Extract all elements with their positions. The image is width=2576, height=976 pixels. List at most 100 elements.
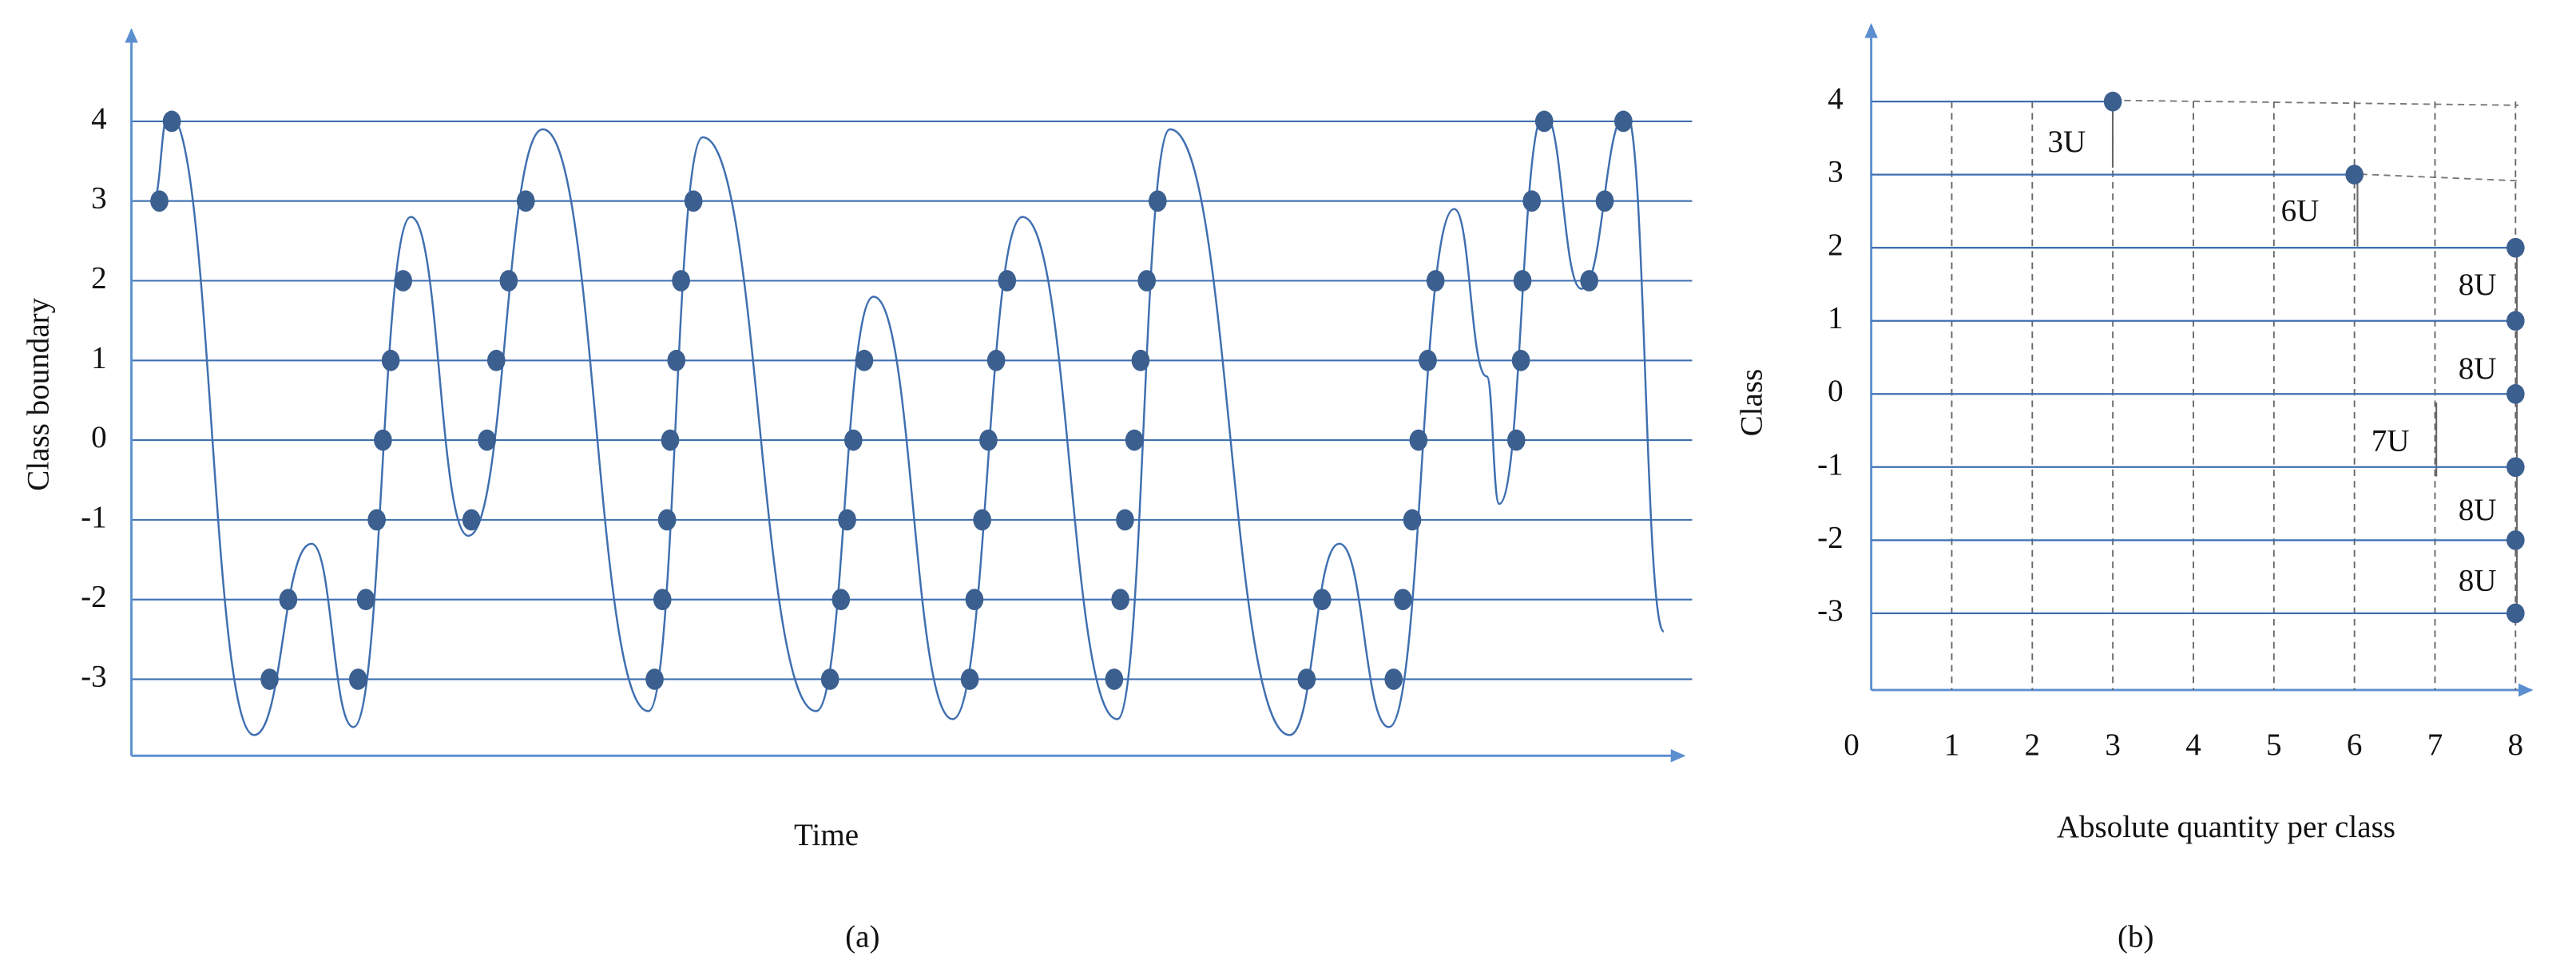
marker xyxy=(844,429,863,451)
y-tick-label: 3 xyxy=(1828,155,1844,189)
marker xyxy=(516,190,535,212)
y-tick-label: 4 xyxy=(1828,81,1844,116)
marker xyxy=(394,270,412,292)
x-axis-label: Absolute quantity per class xyxy=(2057,810,2395,844)
y-tick-label: 0 xyxy=(91,420,107,454)
panel-a: -3 -2 -1 0 1 2 3 4 Class boundary Time (a) xyxy=(21,28,1693,954)
marker xyxy=(1148,190,1167,212)
marker xyxy=(653,589,672,611)
marker xyxy=(657,509,677,531)
y-tick-label: -1 xyxy=(81,500,107,534)
annotation: 8U xyxy=(2459,493,2497,527)
x-tick-label: 8 xyxy=(2508,728,2524,762)
marker xyxy=(645,669,664,690)
marker xyxy=(979,429,998,451)
annotation: 3U xyxy=(2048,125,2086,159)
point xyxy=(2506,237,2525,258)
marker xyxy=(356,589,375,611)
marker xyxy=(820,669,839,690)
panel-label: (b) xyxy=(2118,920,2154,954)
marker xyxy=(1297,669,1316,690)
guide-line xyxy=(2360,173,2519,182)
x-tick-label: 6 xyxy=(2347,728,2363,762)
annotation: 8U xyxy=(2459,268,2497,302)
point xyxy=(2506,311,2525,331)
marker xyxy=(150,190,169,212)
panel-b: -3 -2 -1 0 1 2 3 4 Class Absolute quantity per cl… xyxy=(1735,22,2534,954)
marker xyxy=(478,429,496,451)
marker xyxy=(162,110,181,133)
marker xyxy=(661,429,680,451)
y-tick-label: -3 xyxy=(81,659,107,693)
marker xyxy=(1511,349,1530,371)
x-axis-label: Time xyxy=(794,818,859,852)
marker xyxy=(1116,509,1134,531)
marker xyxy=(1111,589,1129,611)
marker xyxy=(1137,270,1156,292)
marker xyxy=(1522,190,1542,212)
marker xyxy=(1506,429,1526,451)
marker xyxy=(499,270,518,292)
marker xyxy=(965,589,984,611)
point xyxy=(2506,383,2525,404)
annotation: 8U xyxy=(2459,563,2497,597)
marker xyxy=(973,509,991,531)
marker xyxy=(374,429,392,451)
marker xyxy=(998,270,1017,292)
marker xyxy=(838,509,856,531)
marker xyxy=(1312,589,1332,611)
y-tick-label: 1 xyxy=(1828,301,1844,335)
marker xyxy=(1125,429,1144,451)
y-tick-label: -3 xyxy=(1817,593,1844,628)
x-tick-label: 7 xyxy=(2427,728,2443,762)
y-tick-label: 4 xyxy=(91,101,107,136)
y-tick-label: -2 xyxy=(1817,520,1844,554)
marker xyxy=(672,270,690,292)
y-tick-label: 2 xyxy=(91,260,107,295)
marker xyxy=(832,589,851,611)
marker xyxy=(1409,429,1428,451)
marker xyxy=(855,349,874,371)
marker xyxy=(1384,669,1403,690)
marker xyxy=(684,190,703,212)
marker xyxy=(960,669,979,690)
marker xyxy=(1513,270,1532,292)
annotation: 7U xyxy=(2372,423,2410,458)
marker xyxy=(1426,270,1445,292)
x-tick-label: 2 xyxy=(2025,728,2041,762)
marker xyxy=(367,509,386,531)
y-tick-label: -2 xyxy=(81,580,107,614)
marker xyxy=(1614,110,1633,133)
marker xyxy=(260,669,279,690)
x-tick-label: 3 xyxy=(2105,728,2121,762)
point xyxy=(2506,457,2525,478)
y-tick-label: 2 xyxy=(1828,228,1844,262)
point xyxy=(2103,91,2122,112)
annotation: 8U xyxy=(2459,351,2497,386)
curve xyxy=(152,112,1665,736)
x-tick-label: 5 xyxy=(2266,728,2282,762)
annotation: 6U xyxy=(2281,193,2320,228)
marker xyxy=(462,509,481,531)
marker xyxy=(1105,669,1124,690)
marker xyxy=(1419,349,1437,371)
y-tick-label: 1 xyxy=(91,340,107,375)
marker xyxy=(279,589,298,611)
panel-label: (a) xyxy=(845,920,879,954)
y-tick-label: 3 xyxy=(91,181,107,216)
guide-line xyxy=(2112,99,2519,106)
marker xyxy=(986,349,1006,371)
y-axis-label: Class boundary xyxy=(21,297,55,490)
marker xyxy=(486,349,506,371)
marker xyxy=(1580,270,1598,292)
marker xyxy=(1131,349,1150,371)
marker xyxy=(1595,190,1614,212)
marker xyxy=(348,669,367,690)
x-tick-label: 1 xyxy=(1944,728,1960,762)
x-tick-label: 0 xyxy=(1844,728,1860,762)
y-tick-label: -1 xyxy=(1817,447,1844,482)
y-tick-label: 0 xyxy=(1828,374,1844,408)
marker xyxy=(667,349,686,371)
